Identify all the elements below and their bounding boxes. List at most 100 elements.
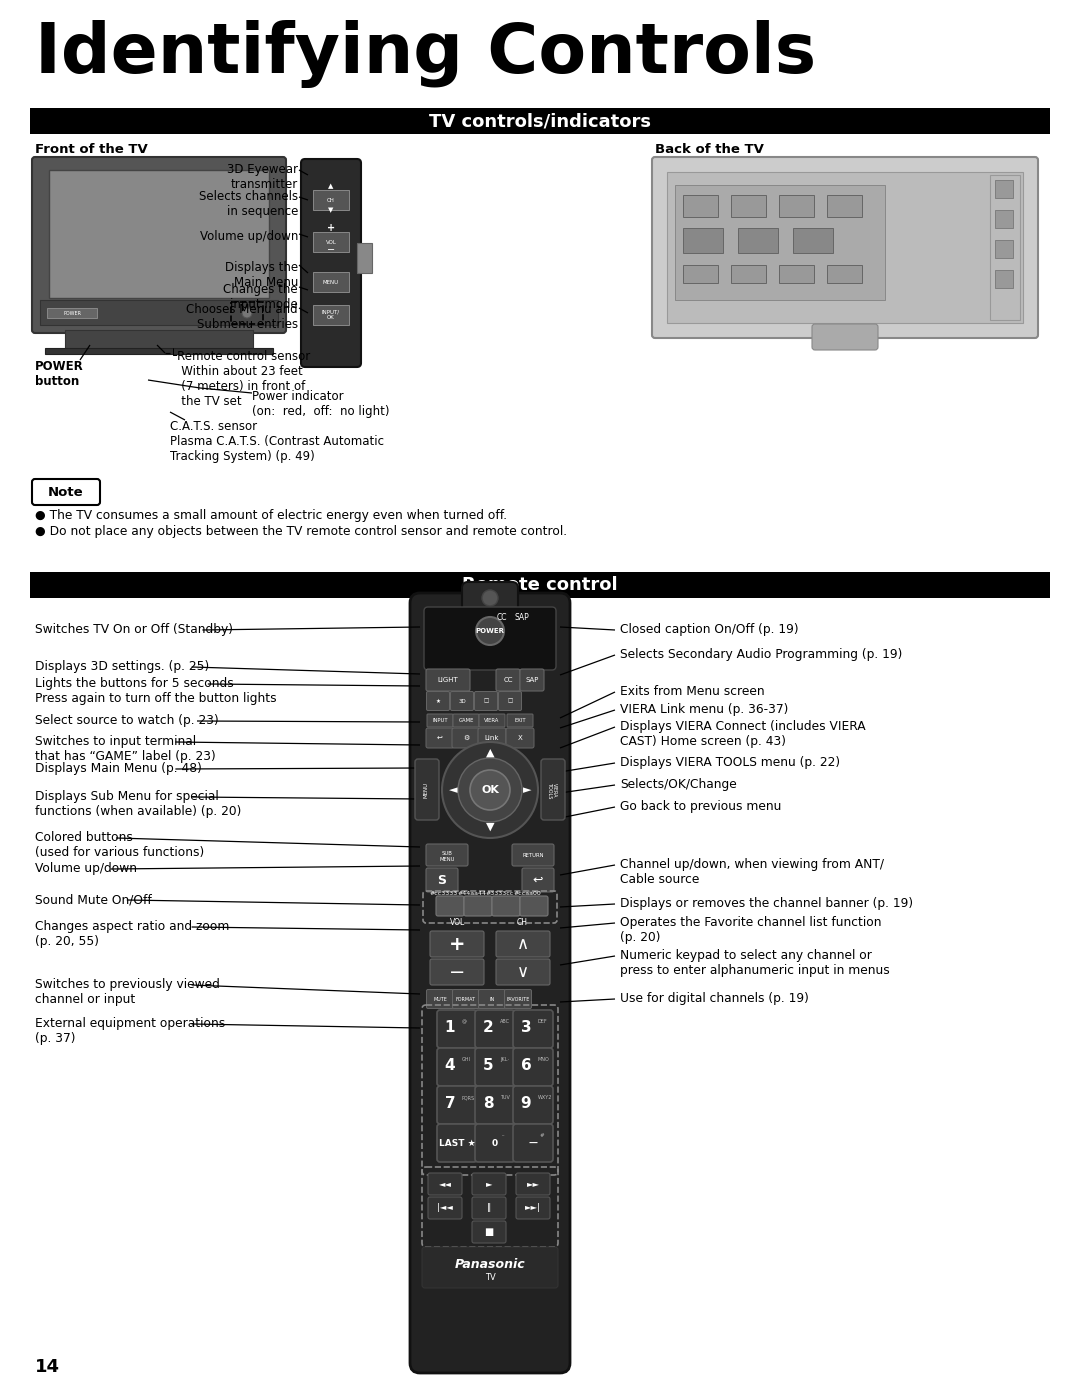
FancyBboxPatch shape: [478, 727, 507, 748]
FancyBboxPatch shape: [480, 713, 505, 727]
Text: VIERA: VIERA: [484, 718, 500, 723]
Text: -·: -·: [502, 1133, 505, 1138]
FancyBboxPatch shape: [472, 1196, 507, 1219]
Bar: [779, 265, 814, 283]
Text: S: S: [437, 873, 446, 887]
Circle shape: [470, 770, 510, 811]
Text: PQRS: PQRS: [462, 1095, 475, 1101]
FancyBboxPatch shape: [430, 931, 484, 956]
FancyBboxPatch shape: [424, 607, 556, 670]
Text: Displays 3D settings. (p. 25): Displays 3D settings. (p. 25): [35, 661, 210, 673]
Text: 9: 9: [521, 1095, 531, 1110]
Text: ● The TV consumes a small amount of electric energy even when turned off.: ● The TV consumes a small amount of elec…: [35, 509, 508, 522]
Text: OK: OK: [481, 786, 499, 795]
Text: Channel up/down, when viewing from ANT/
Cable source: Channel up/down, when viewing from ANT/ …: [620, 858, 885, 886]
Text: ∨: ∨: [517, 963, 529, 981]
Text: ■: ■: [484, 1227, 494, 1237]
FancyBboxPatch shape: [496, 959, 550, 985]
Text: MUTE: MUTE: [433, 997, 447, 1002]
Text: Displays VIERA TOOLS menu (p. 22): Displays VIERA TOOLS menu (p. 22): [620, 756, 840, 769]
Text: ● Do not place any objects between the TV remote control sensor and remote contr: ● Do not place any objects between the T…: [35, 525, 567, 539]
Text: └Remote control sensor
   Within about 23 feet
   (7 meters) in front of
   the : └Remote control sensor Within about 23 f…: [170, 350, 310, 408]
Text: Switches to input terminal
that has “GAME” label (p. 23): Switches to input terminal that has “GAM…: [35, 736, 216, 763]
Text: IN: IN: [489, 997, 495, 1002]
Text: Colored buttons
(used for various functions): Colored buttons (used for various functi…: [35, 831, 204, 859]
FancyBboxPatch shape: [513, 1124, 553, 1162]
FancyBboxPatch shape: [410, 593, 570, 1373]
FancyBboxPatch shape: [422, 1246, 558, 1288]
FancyBboxPatch shape: [504, 990, 531, 1009]
Text: Volume up/down: Volume up/down: [35, 862, 137, 874]
Text: Displays Sub Menu for special
functions (when available) (p. 20): Displays Sub Menu for special functions …: [35, 790, 241, 818]
Text: ↩: ↩: [437, 736, 443, 741]
Bar: [793, 228, 833, 253]
Bar: [357, 243, 372, 273]
Text: Displays VIERA Connect (includes VIERA
CAST) Home screen (p. 43): Displays VIERA Connect (includes VIERA C…: [620, 720, 866, 748]
Text: 7: 7: [445, 1095, 456, 1110]
Text: MNO: MNO: [538, 1058, 550, 1062]
FancyBboxPatch shape: [437, 1010, 477, 1048]
Text: Operates the Favorite channel list function
(p. 20): Operates the Favorite channel list funct…: [620, 916, 881, 944]
Text: 3D: 3D: [458, 698, 465, 704]
Text: ►►: ►►: [527, 1180, 540, 1188]
FancyBboxPatch shape: [301, 160, 361, 366]
FancyBboxPatch shape: [426, 844, 468, 866]
Bar: [731, 265, 766, 283]
Text: ★: ★: [435, 698, 441, 704]
FancyBboxPatch shape: [496, 931, 550, 956]
FancyBboxPatch shape: [453, 727, 480, 748]
Text: CC: CC: [497, 613, 508, 622]
Text: Selects/OK/Change: Selects/OK/Change: [620, 779, 737, 791]
Text: □: □: [508, 698, 513, 704]
Text: INPUT: INPUT: [432, 718, 448, 723]
Text: TUV: TUV: [500, 1095, 510, 1101]
Text: Link: Link: [485, 736, 499, 741]
Text: FORMAT: FORMAT: [456, 997, 476, 1002]
Text: Displays or removes the channel banner (p. 19): Displays or removes the channel banner (…: [620, 897, 913, 911]
Bar: [313, 232, 349, 253]
Text: Volume up/down: Volume up/down: [200, 230, 298, 243]
Text: LAST ★: LAST ★: [438, 1138, 475, 1148]
Bar: [683, 228, 723, 253]
FancyBboxPatch shape: [428, 1196, 462, 1219]
Bar: [827, 265, 862, 283]
FancyBboxPatch shape: [507, 727, 534, 748]
Bar: [731, 194, 766, 217]
FancyBboxPatch shape: [427, 691, 449, 711]
FancyBboxPatch shape: [541, 759, 565, 820]
Bar: [827, 194, 862, 217]
FancyBboxPatch shape: [475, 1124, 515, 1162]
FancyBboxPatch shape: [426, 727, 454, 748]
Text: Changes the
input mode: Changes the input mode: [224, 283, 298, 311]
Text: ►►|: ►►|: [525, 1203, 541, 1213]
Text: POWER: POWER: [475, 627, 504, 634]
Text: WXY2: WXY2: [538, 1095, 552, 1101]
Text: VOL: VOL: [325, 240, 337, 244]
Text: ABC: ABC: [500, 1019, 510, 1024]
FancyBboxPatch shape: [32, 157, 286, 333]
FancyBboxPatch shape: [519, 897, 548, 916]
Text: ‖: ‖: [487, 1203, 491, 1213]
FancyBboxPatch shape: [426, 669, 470, 691]
FancyBboxPatch shape: [513, 1048, 553, 1085]
FancyBboxPatch shape: [428, 1173, 462, 1195]
Text: +: +: [327, 223, 335, 233]
Text: ◄: ◄: [449, 786, 457, 795]
FancyBboxPatch shape: [472, 1173, 507, 1195]
FancyBboxPatch shape: [427, 713, 453, 727]
Bar: [683, 194, 718, 217]
FancyBboxPatch shape: [519, 669, 544, 691]
FancyBboxPatch shape: [472, 1221, 507, 1244]
Text: 8: 8: [483, 1095, 494, 1110]
Bar: [995, 271, 1013, 287]
Text: −: −: [327, 246, 335, 255]
Text: 3D Eyewear
transmitter: 3D Eyewear transmitter: [227, 162, 298, 192]
Bar: [683, 265, 718, 283]
Text: Changes aspect ratio and zoom
(p. 20, 55): Changes aspect ratio and zoom (p. 20, 55…: [35, 920, 229, 948]
Text: □: □: [484, 698, 488, 704]
Text: CC: CC: [503, 677, 513, 683]
Text: Numeric keypad to select any channel or
press to enter alphanumeric input in men: Numeric keypad to select any channel or …: [620, 949, 890, 977]
Text: Power indicator
(on:  red,  off:  no light): Power indicator (on: red, off: no light): [252, 390, 390, 418]
FancyBboxPatch shape: [512, 844, 554, 866]
Text: Identifying Controls: Identifying Controls: [35, 19, 816, 87]
